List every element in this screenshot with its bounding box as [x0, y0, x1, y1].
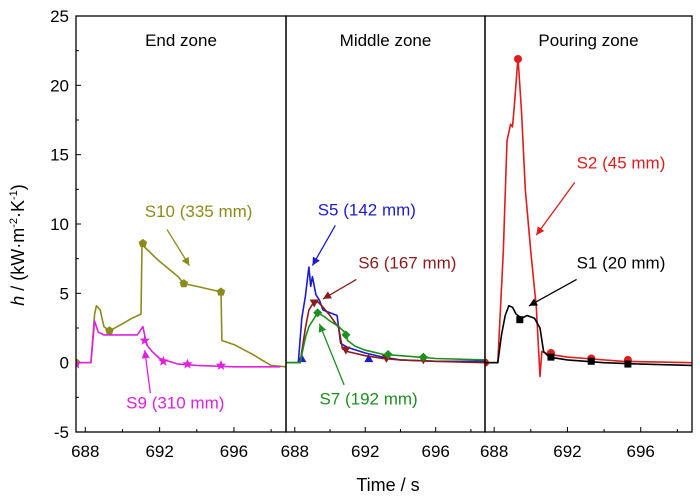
data-point: [383, 349, 393, 359]
series-label: S7 (192 mm): [319, 389, 417, 408]
data-point: [547, 353, 555, 361]
data-point: [76, 358, 82, 369]
data-point: [138, 238, 148, 248]
panel-frame: [484, 15, 693, 433]
y-axis-label-exp1: -2: [8, 218, 20, 228]
series-label: S6 (167 mm): [358, 253, 456, 272]
series-label: S2 (45 mm): [577, 154, 666, 173]
y-tick-label: 20: [50, 76, 69, 95]
y-axis-label-h: h: [8, 296, 28, 306]
series-line: [485, 56, 692, 378]
series-line: [76, 244, 286, 368]
series-label: S5 (142 mm): [318, 201, 416, 220]
annotation-arrow-head: [318, 323, 327, 333]
x-tick-label: 696: [422, 442, 450, 461]
panel-frame: [285, 15, 486, 433]
x-tick-label: 692: [145, 442, 173, 461]
annotation-arrow-line: [535, 182, 576, 236]
annotation-arrow-head: [322, 291, 332, 299]
data-point: [182, 358, 193, 369]
zone-title: Pouring zone: [538, 31, 638, 50]
zone-title: End zone: [145, 31, 217, 50]
series-label: S1 (20 mm): [577, 253, 666, 272]
series-s2-45-mm: [485, 54, 692, 378]
annotation-arrow-head: [312, 256, 320, 266]
data-point: [215, 359, 227, 370]
data-point: [216, 287, 226, 296]
y-tick-label: 5: [60, 284, 69, 303]
y-axis-label: h / (kW·m-2·K-1): [8, 184, 28, 306]
data-point: [341, 346, 351, 355]
data-point: [158, 355, 169, 366]
series-s9-310-mm: [76, 320, 281, 370]
data-point: [516, 316, 524, 324]
panel-frame: [75, 15, 287, 433]
series-label: S10 (335 mm): [145, 202, 253, 221]
data-point: [313, 308, 323, 318]
series-s7-192-mm: [286, 308, 485, 364]
y-axis-label-exp2: -1: [8, 190, 20, 200]
y-tick-label: 15: [50, 146, 69, 165]
y-axis-label-unit: / (kW·m: [8, 228, 28, 296]
series-line: [286, 300, 485, 364]
x-tick-label: 696: [627, 442, 655, 461]
annotation-arrow-head: [528, 298, 538, 306]
panel-middle-zone: 688 692 696 Middle zone S5 (142 mm) S6 (167 m…: [281, 15, 486, 461]
x-tick-label: 688: [480, 442, 508, 461]
x-tick-label: 692: [351, 442, 379, 461]
series-line: [286, 266, 485, 364]
data-point: [513, 54, 522, 63]
y-axis-label-close: ): [8, 184, 28, 190]
data-point: [364, 354, 374, 363]
data-point: [179, 279, 189, 288]
zone-title: Middle zone: [340, 31, 432, 50]
annotation-arrow-head: [141, 350, 150, 359]
data-point: [139, 334, 150, 345]
y-tick-label: 10: [50, 215, 69, 234]
annotation-arrow-head: [181, 256, 190, 266]
y-tick-label: 0: [60, 354, 69, 373]
x-tick-label: 696: [220, 442, 248, 461]
y-tick-label: 25: [50, 7, 69, 26]
data-point: [624, 360, 632, 368]
series-s1-20-mm: [485, 304, 692, 368]
panel-end-zone: 688 692 696 End zone S10 (335 mm) S9 (310 mm): [71, 15, 287, 461]
series-label: S9 (310 mm): [126, 393, 224, 412]
annotation-arrow-line: [318, 323, 345, 386]
data-point: [587, 357, 595, 365]
annotation-arrow-line: [528, 278, 577, 307]
data-point: [105, 326, 114, 335]
plot-layer: -5 0 5 10 15 20 25 688 692 696 End zone S10 (335 mm…: [50, 7, 693, 461]
y-tick-label: -5: [54, 423, 69, 442]
x-tick-label: 692: [553, 442, 581, 461]
data-point: [309, 299, 319, 308]
x-tick-label: 688: [71, 442, 99, 461]
annotation-arrow-head: [536, 226, 545, 236]
series-s10-335-mm: [76, 238, 286, 368]
data-point: [418, 352, 428, 362]
panel-pouring-zone: 688 692 696 Pouring zone S2 (45 mm) S1 (20 mm…: [480, 15, 693, 461]
y-axis-label-k: ·K: [8, 200, 28, 218]
x-axis-label: Time / s: [356, 475, 419, 495]
data-point: [341, 330, 351, 340]
series-line: [286, 311, 485, 364]
x-tick-label: 688: [281, 442, 309, 461]
